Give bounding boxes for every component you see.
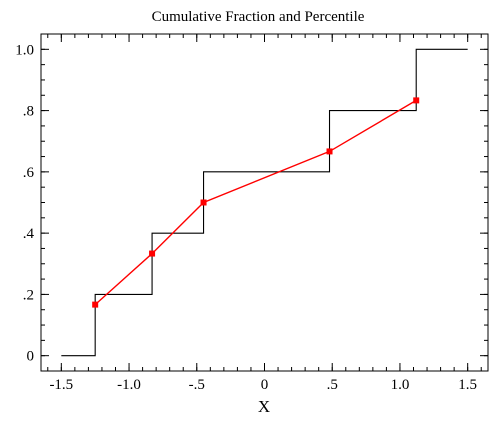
percentile-point (200, 199, 207, 206)
x-tick-label: -1.5 (49, 377, 73, 393)
percentile-point (326, 148, 333, 155)
percentile-point (413, 97, 420, 104)
series-layer (61, 48, 468, 357)
x-tick-label: -1.0 (117, 377, 141, 393)
percentile-line (94, 99, 417, 306)
x-tick-label: -.5 (189, 377, 205, 393)
x-tick-label: 0 (261, 377, 269, 393)
y-tick-label: .8 (23, 104, 34, 120)
x-axis-label: X (258, 397, 270, 416)
percentile-point (92, 301, 99, 308)
plot-border (40, 33, 489, 372)
cumulative-fraction-step-line (61, 48, 468, 357)
tick-labels: -1.5 -1.0 -.5 0 .5 1.0 1.5 0 .2 .4 .6 .8 1.0 (15, 42, 477, 393)
y-tick-label: .4 (23, 226, 35, 242)
y-tick-label: 0 (27, 349, 35, 365)
chart-title: Cumulative Fraction and Percentile (152, 9, 365, 25)
x-tick-label: 1.5 (458, 377, 477, 393)
plot-frame (40, 33, 489, 372)
y-tick-label: .6 (23, 165, 35, 181)
y-tick-label: 1.0 (15, 42, 34, 58)
y-tick-label: .2 (23, 287, 34, 303)
x-tick-label: 1.0 (391, 377, 410, 393)
percentile-point (149, 250, 156, 257)
x-tick-label: .5 (327, 377, 338, 393)
axis-ticks (41, 33, 488, 372)
